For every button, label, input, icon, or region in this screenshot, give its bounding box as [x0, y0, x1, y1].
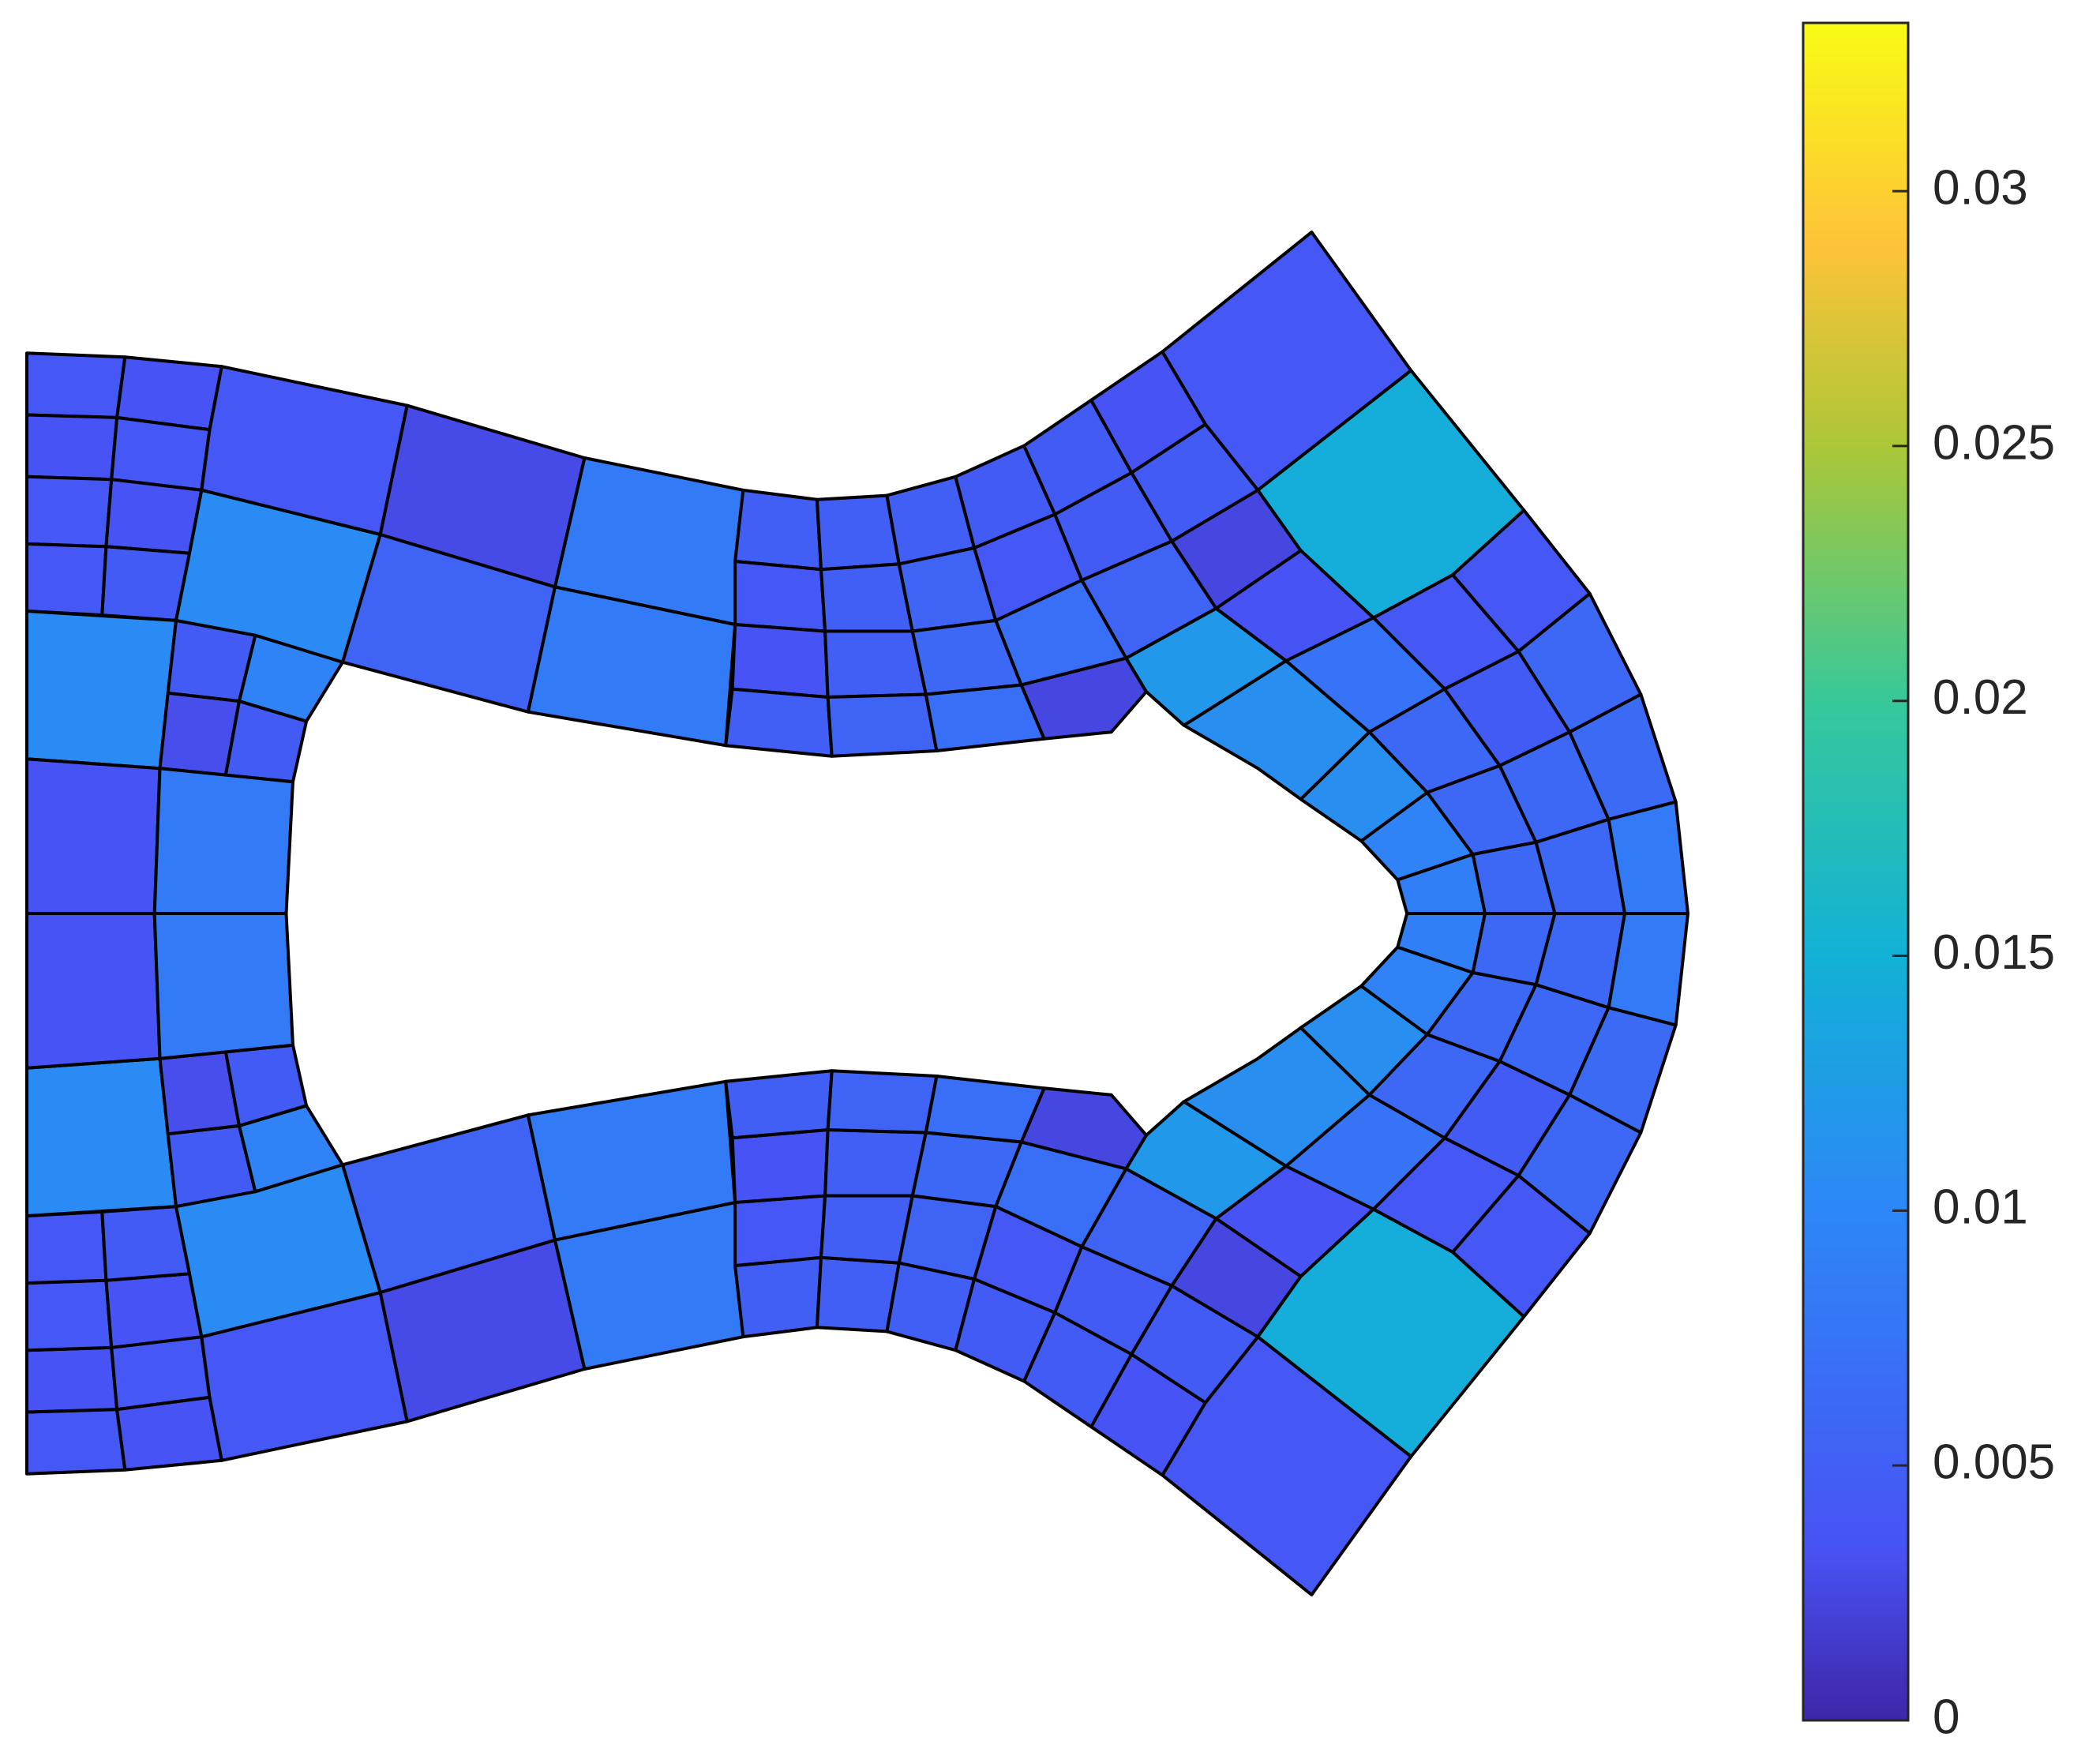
mesh-element — [104, 1272, 204, 1349]
mesh-element — [823, 1128, 928, 1198]
mesh — [25, 231, 1689, 1596]
mesh-element — [733, 1194, 827, 1267]
mesh-element — [25, 475, 114, 549]
mesh-element — [823, 629, 928, 699]
mesh-element — [152, 767, 294, 915]
mesh-element — [25, 1278, 114, 1352]
mesh-element — [25, 610, 178, 771]
mesh-element — [100, 1205, 191, 1282]
mesh-element — [1019, 656, 1148, 741]
colorbar-tick-label: 0.015 — [1933, 925, 2055, 980]
mesh-element — [152, 912, 294, 1060]
mesh-element — [724, 687, 834, 758]
colorbar-tick-label: 0.025 — [1933, 415, 2055, 470]
mesh-element — [25, 1210, 108, 1285]
mesh-element — [815, 1255, 901, 1334]
mesh-element — [110, 415, 212, 492]
mesh-element — [730, 623, 830, 699]
mesh-element — [815, 493, 901, 572]
mesh-element — [826, 692, 939, 758]
mesh-element — [733, 560, 827, 633]
mesh-element — [733, 1255, 823, 1339]
mesh-element — [110, 1335, 212, 1412]
mesh-element — [730, 1128, 830, 1204]
mesh-element — [25, 912, 162, 1070]
mesh-element — [25, 542, 108, 617]
mesh-element — [733, 488, 823, 572]
mesh-element — [25, 757, 162, 915]
colorbar-tick-label: 0 — [1933, 1690, 1959, 1744]
colorbar-tick-label: 0.005 — [1933, 1435, 2055, 1490]
mesh-element — [25, 1345, 119, 1414]
mesh-element — [819, 1194, 914, 1265]
mesh-element — [25, 413, 119, 482]
mesh-element — [826, 1069, 939, 1135]
colorbar: 0 0.005 0.01 0.015 0.02 0.025 0.03 — [1802, 21, 2055, 1744]
colorbar-gradient — [1802, 21, 1910, 1722]
mesh-element — [1019, 1086, 1148, 1171]
mesh-element — [25, 351, 127, 419]
mesh-element — [724, 1069, 834, 1140]
mesh-element — [25, 1408, 127, 1476]
mesh-element — [100, 545, 191, 622]
mesh-element — [104, 478, 204, 555]
mesh-element — [25, 1056, 178, 1217]
colorbar-tick-label: 0.03 — [1933, 160, 2028, 215]
mesh-element — [1607, 800, 1689, 915]
colorbar-tick-label: 0.01 — [1933, 1180, 2028, 1235]
colorbar-tick-label: 0.02 — [1933, 670, 2028, 725]
mesh-element — [1607, 912, 1689, 1027]
mesh-element — [819, 562, 914, 633]
